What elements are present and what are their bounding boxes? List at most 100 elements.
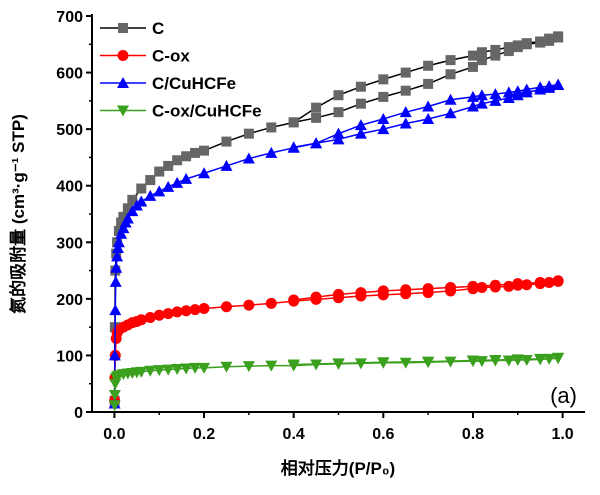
legend-label: C	[152, 19, 164, 38]
adsorption-point	[467, 61, 478, 72]
adsorption-point	[242, 361, 255, 373]
adsorption-point	[543, 276, 555, 288]
desorption-point	[543, 80, 556, 92]
adsorption-point	[180, 172, 193, 184]
desorption-point	[512, 40, 523, 51]
adsorption-point	[400, 85, 411, 96]
desorption-point	[520, 83, 533, 95]
legend-label: C-ox/CuHCFe	[152, 102, 262, 121]
x-tick-label: 0.0	[103, 426, 125, 443]
y-tick-label: 0	[74, 405, 83, 422]
legend: C C-ox C/CuHCFe C-ox/CuHCFe	[100, 19, 262, 121]
legend-marker	[118, 23, 128, 33]
desorption-point	[553, 31, 564, 42]
adsorption-point	[180, 305, 192, 317]
adsorption-point	[466, 100, 479, 112]
desorption-point	[489, 279, 501, 291]
adsorption-point	[110, 261, 123, 273]
y-tick-label: 200	[56, 292, 83, 309]
desorption-point	[422, 283, 434, 295]
desorption-point	[534, 353, 547, 365]
desorption-point	[552, 275, 564, 287]
series-c-ox-cuhcfe	[108, 352, 565, 412]
axes: 0.0 0.2 0.4 0.6 0.8 1.0 0 100 200 300 400 500 600 700	[56, 9, 585, 443]
desorption-point	[288, 294, 300, 306]
desorption-point	[489, 88, 502, 100]
adsorption-point	[171, 364, 184, 376]
adsorption-point	[377, 123, 390, 135]
adsorption-point	[265, 297, 277, 309]
adsorption-point	[311, 112, 322, 123]
desorption-point	[502, 86, 515, 98]
adsorption-point	[154, 166, 165, 177]
desorption-point	[489, 354, 502, 366]
adsorption-point	[144, 189, 157, 201]
desorption-point	[311, 102, 322, 113]
desorption-point	[310, 137, 323, 149]
desorption-point	[552, 78, 565, 90]
desorption-point	[422, 100, 435, 112]
x-tick-label: 0.8	[462, 426, 484, 443]
desorption-point	[423, 60, 434, 71]
adsorption-point	[189, 304, 201, 316]
adsorption-point	[180, 363, 193, 375]
adsorption-point	[502, 92, 515, 104]
series-c-cuhcfe	[108, 78, 565, 409]
desorption-point	[466, 90, 479, 102]
desorption-point	[511, 85, 524, 97]
desorption-point	[445, 282, 457, 294]
adsorption-point	[475, 97, 488, 109]
adsorption-point	[190, 147, 201, 158]
desorption-point	[490, 44, 501, 55]
adsorption-point	[127, 194, 138, 205]
desorption-point	[287, 359, 300, 371]
adsorption-point	[111, 250, 124, 262]
y-tick-label: 100	[56, 348, 83, 365]
adsorption-point	[171, 306, 183, 318]
adsorption-point	[162, 180, 175, 192]
adsorption-point	[198, 362, 211, 374]
x-tick-label: 1.0	[551, 426, 573, 443]
adsorption-point	[489, 94, 502, 106]
adsorption-point	[198, 302, 210, 314]
adsorption-point	[144, 312, 156, 324]
adsorption-point	[265, 360, 278, 372]
adsorption-point	[521, 279, 533, 291]
desorption-point	[399, 106, 412, 118]
adsorption-point	[242, 152, 255, 164]
adsorption-point	[266, 122, 277, 133]
adsorption-point	[543, 353, 556, 365]
adsorption-point	[265, 146, 278, 158]
x-axis-label: 相对压力(P/P₀)	[281, 458, 395, 478]
panel-annotation: (a)	[550, 383, 577, 408]
adsorption-point	[476, 282, 488, 294]
adsorption-point	[221, 136, 232, 147]
adsorption-point	[378, 91, 389, 102]
desorption-point	[445, 55, 456, 66]
adsorption-point	[135, 195, 148, 207]
desorption-point	[332, 358, 345, 370]
adsorption-point	[153, 185, 166, 197]
adsorption-point	[109, 304, 122, 316]
adsorption-point	[109, 275, 122, 287]
desorption-point	[377, 357, 390, 369]
adsorption-point	[109, 378, 122, 390]
desorption-point	[378, 74, 389, 85]
desorption-point	[511, 354, 524, 366]
x-tick-label: 0.4	[283, 426, 305, 443]
adsorption-point	[153, 309, 165, 321]
adsorption-point	[310, 359, 323, 371]
legend-label: C-ox	[152, 47, 190, 66]
desorption-point	[512, 278, 524, 290]
adsorption-point	[520, 354, 533, 366]
adsorption-point	[122, 203, 133, 214]
legend-label: C/CuHCFe	[152, 74, 236, 93]
adsorption-point	[444, 356, 457, 368]
adsorption-point	[162, 308, 174, 320]
adsorption-point	[108, 349, 121, 361]
adsorption-point	[112, 236, 125, 248]
desorption-point	[476, 47, 487, 58]
desorption-point	[422, 356, 435, 368]
adsorption-point	[108, 390, 121, 402]
